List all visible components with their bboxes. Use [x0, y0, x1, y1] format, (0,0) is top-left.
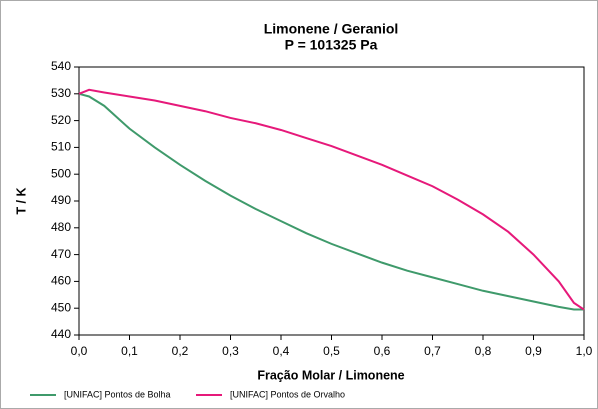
- x-tick-label: 0,9: [525, 344, 542, 358]
- x-tick-label: 0,6: [374, 344, 391, 358]
- y-tick-label: 540: [51, 59, 71, 73]
- legend-label: [UNIFAC] Pontos de Bolha: [64, 389, 171, 399]
- x-tick-label: 1,0: [576, 344, 593, 358]
- y-tick-label: 490: [51, 193, 71, 207]
- y-tick-label: 510: [51, 140, 71, 154]
- y-axis-title: T / K: [14, 187, 28, 214]
- y-tick-label: 500: [51, 166, 71, 180]
- x-tick-label: 0,4: [273, 344, 290, 358]
- plot-frame: [78, 66, 585, 336]
- x-tick-label: 0,5: [323, 344, 340, 358]
- chart-title: Limonene / Geraniol: [264, 21, 399, 37]
- chart-subtitle: P = 101325 Pa: [285, 37, 378, 53]
- x-axis-title: Fração Molar / Limonene: [257, 368, 404, 382]
- x-tick-label: 0,7: [424, 344, 441, 358]
- series-line: [78, 92, 584, 311]
- y-tick-label: 530: [51, 86, 71, 100]
- x-tick-label: 0,8: [475, 344, 492, 358]
- y-tick-label: 460: [51, 274, 71, 288]
- y-tick-label: 520: [51, 113, 71, 127]
- series-line: [78, 88, 585, 311]
- x-tick-label: 0,0: [71, 344, 88, 358]
- y-tick-label: 450: [51, 300, 71, 314]
- y-tick-label: 470: [51, 247, 71, 261]
- x-tick-label: 0,3: [222, 344, 239, 358]
- y-tick-label: 480: [51, 220, 71, 234]
- x-tick-label: 0,1: [121, 344, 138, 358]
- legend-label: [UNIFAC] Pontos de Orvalho: [230, 389, 345, 399]
- y-tick-label: 440: [51, 327, 71, 341]
- x-tick-label: 0,2: [172, 344, 189, 358]
